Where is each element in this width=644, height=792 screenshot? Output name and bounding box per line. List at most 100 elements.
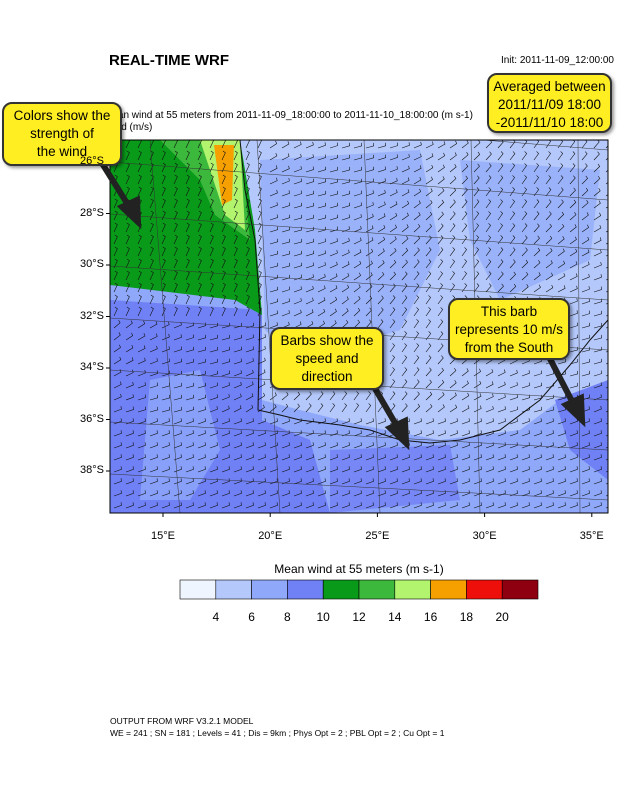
wind-barb xyxy=(485,283,492,293)
wind-barb xyxy=(473,259,480,269)
colorbar-box xyxy=(179,579,217,600)
wind-barb xyxy=(569,175,576,185)
wind-barb xyxy=(269,478,278,485)
wind-barb xyxy=(473,187,480,197)
wind-barb xyxy=(233,234,238,245)
wind-barb xyxy=(401,224,409,233)
wind-barb xyxy=(329,178,339,185)
wind-barb xyxy=(569,187,576,197)
wind-barb xyxy=(437,295,443,305)
wind-barb xyxy=(281,466,290,473)
arrow-head xyxy=(116,195,142,230)
wind-barb xyxy=(293,391,301,401)
wind-barb xyxy=(185,258,190,269)
wind-barb xyxy=(389,271,396,281)
wind-barb xyxy=(533,370,542,377)
wind-barb xyxy=(113,294,118,305)
subtitle-2: Wind (m/s) xyxy=(104,122,153,133)
wind-barb xyxy=(389,154,398,161)
colorbar-label: 16 xyxy=(423,610,438,624)
wind-barb xyxy=(197,186,202,197)
wind-barb xyxy=(509,163,516,173)
wind-barb xyxy=(533,223,540,233)
wind-barb xyxy=(245,393,254,401)
wind-barb xyxy=(485,223,491,233)
wind-barb xyxy=(581,490,590,497)
wind-barb xyxy=(425,454,434,461)
wind-barb xyxy=(497,283,504,293)
wind-barb xyxy=(113,270,118,281)
wind-barb xyxy=(449,247,456,257)
wind-barb xyxy=(401,490,410,497)
wind-barb xyxy=(137,478,146,485)
wind-barb xyxy=(473,199,480,209)
wind-barb xyxy=(497,490,506,497)
wind-barb xyxy=(425,153,434,161)
wind-barb xyxy=(425,367,432,377)
wind-barb xyxy=(221,282,226,293)
wind-barb xyxy=(389,490,398,497)
wind-barb xyxy=(413,200,421,209)
wind-barb xyxy=(317,297,326,305)
wind-barb xyxy=(185,442,194,449)
wind-barb xyxy=(377,490,386,497)
wind-barb xyxy=(425,403,433,413)
wind-barb xyxy=(221,140,226,149)
wind-barb xyxy=(137,246,142,257)
wind-barb xyxy=(209,370,219,377)
wind-barb xyxy=(377,260,385,269)
lat-label: 28°S xyxy=(80,206,104,219)
wind-barb xyxy=(113,381,122,389)
wind-barb xyxy=(545,211,552,221)
wind-barb xyxy=(533,151,539,161)
wind-barb xyxy=(149,198,154,209)
wind-barb xyxy=(329,391,336,401)
wind-barb xyxy=(209,234,214,245)
wind-barb xyxy=(413,490,422,497)
wind-barb xyxy=(221,405,230,413)
wind-barb xyxy=(437,430,446,437)
wind-barb xyxy=(221,478,230,485)
wind-barb xyxy=(485,381,494,389)
wind-barb xyxy=(221,394,230,401)
wind-barb xyxy=(401,307,408,317)
wind-barb xyxy=(257,454,266,461)
wind-barb xyxy=(233,270,238,281)
wind-barb xyxy=(293,442,302,449)
wind-barb xyxy=(389,224,397,233)
wind-barb xyxy=(137,150,142,161)
wind-barb xyxy=(233,210,238,221)
lon-label: 25°E xyxy=(365,530,390,542)
wind-barb xyxy=(341,202,351,209)
colorbar-label: 12 xyxy=(352,610,366,624)
wind-barb xyxy=(149,442,158,449)
wind-barb xyxy=(389,502,398,509)
wind-barb xyxy=(341,272,350,281)
wind-barb xyxy=(509,199,515,209)
wind-barb xyxy=(341,178,351,185)
wind-barb xyxy=(449,418,458,425)
wind-barb xyxy=(113,454,122,461)
wind-barb xyxy=(245,442,254,449)
wind-barb xyxy=(233,393,242,401)
wind-barb xyxy=(233,174,238,185)
wind-barb xyxy=(149,418,158,425)
wind-barb xyxy=(425,141,434,149)
wind-barb xyxy=(497,151,504,161)
wind-barb xyxy=(137,320,146,329)
wind-barb xyxy=(173,294,178,305)
wind-barb xyxy=(221,162,226,173)
wind-barb xyxy=(245,294,250,305)
wind-barb xyxy=(281,238,291,245)
wind-barb xyxy=(401,247,409,257)
wind-barb xyxy=(233,334,243,341)
wind-barb xyxy=(557,163,564,173)
wind-barb xyxy=(485,187,492,197)
wind-barb xyxy=(185,394,195,401)
wind-barb xyxy=(329,308,337,317)
wind-barb xyxy=(461,442,470,449)
wind-barb xyxy=(317,430,326,437)
wind-barb xyxy=(461,368,469,377)
wind-barb xyxy=(173,478,182,485)
wind-barb xyxy=(113,430,122,437)
